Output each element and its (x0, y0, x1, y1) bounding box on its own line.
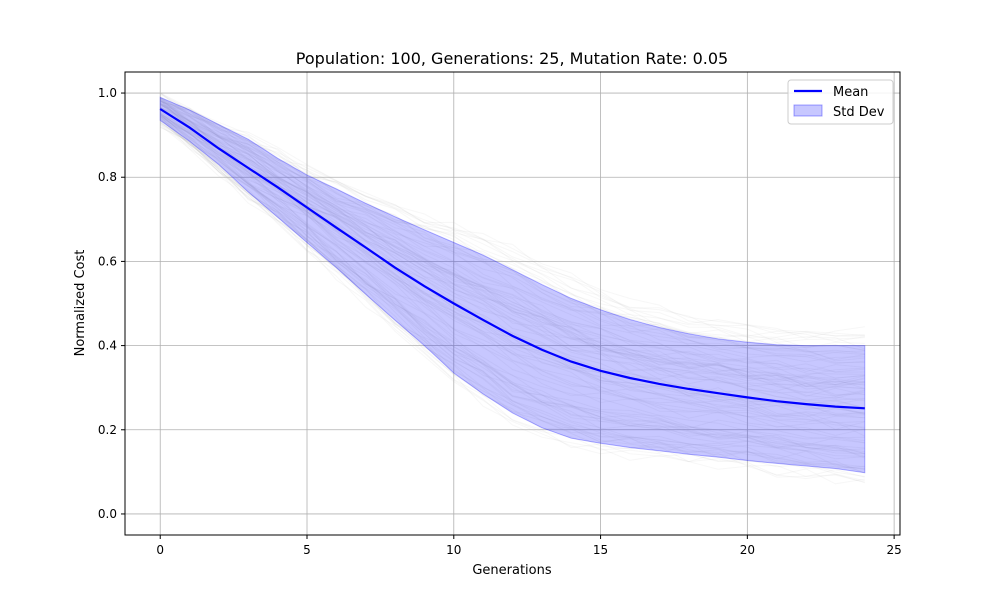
legend-std-dev-label: Std Dev (833, 105, 885, 120)
x-tick-label: 0 (156, 543, 164, 557)
axes-frame (124, 71, 901, 536)
std-dev-band-layer (159, 96, 866, 474)
legend-std-dev-swatch (793, 104, 823, 117)
x-tick-label: 10 (446, 543, 461, 557)
y-tick-label: 0.6 (98, 254, 117, 268)
legend-mean-label: Mean (833, 85, 868, 100)
std-dev-band (159, 96, 866, 474)
x-tick-label: 5 (303, 543, 311, 557)
grid-lines (125, 72, 900, 535)
x-axis-label: Generations (472, 563, 552, 578)
y-tick-label: 0.2 (98, 423, 117, 437)
y-tick-label: 0.4 (98, 339, 117, 353)
axes (124, 71, 901, 536)
mean-line-layer (159, 108, 865, 410)
chart-title: Population: 100, Generations: 25, Mutati… (296, 49, 728, 68)
legend: Mean Std Dev (787, 79, 894, 125)
y-tick-label: 0.0 (98, 507, 117, 521)
mean-line (159, 108, 865, 410)
y-tick-label: 1.0 (98, 86, 117, 100)
x-tick-label: 25 (886, 543, 901, 557)
x-tick-label: 15 (593, 543, 608, 557)
x-tick-label: 20 (740, 543, 755, 557)
tick-labels: 0 5 10 15 20 25 0.0 0.2 0.4 0.6 0.8 1.0 (98, 86, 902, 557)
y-axis-label: Normalized Cost (73, 250, 88, 357)
y-tick-label: 0.8 (98, 170, 117, 184)
